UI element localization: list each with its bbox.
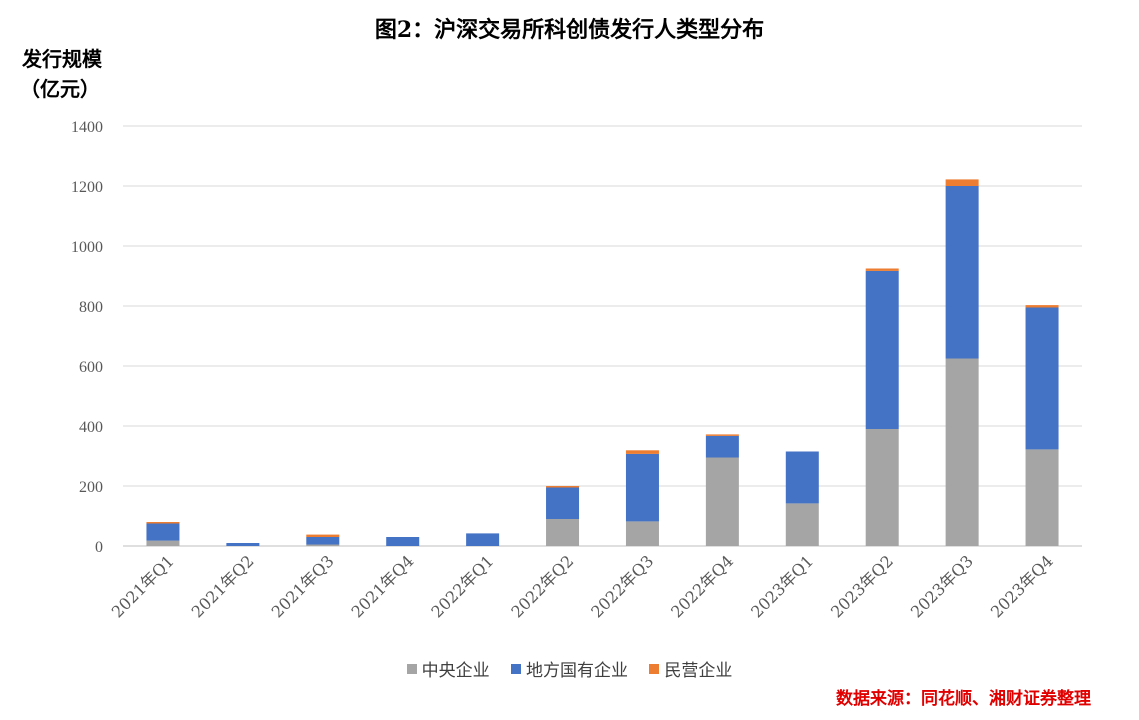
bar-segment-central-soe: [146, 540, 180, 546]
stacked-bar-chart: 0 200 400 600 800 1000 1200 1400 2021年Q1 2021年Q2…: [71, 119, 1082, 621]
bar-segment-private: [546, 486, 580, 488]
x-tick-label: 2023年Q3: [907, 551, 977, 621]
bar-segment-local-soe: [546, 487, 580, 519]
y-tick-label: 0: [95, 539, 103, 556]
y-axis-ticks: 0 200 400 600 800 1000 1200 1400: [71, 119, 103, 556]
bar-segment-private: [1025, 305, 1059, 308]
bar-series: [146, 179, 1059, 546]
y-axis-label-unit: （亿元）: [20, 77, 100, 101]
y-tick-label: 400: [79, 419, 103, 436]
bar-segment-private: [945, 179, 979, 186]
legend-label: 地方国有企业: [526, 661, 628, 681]
y-tick-label: 600: [79, 359, 103, 376]
x-tick-label: 2022年Q1: [427, 551, 497, 621]
bar-segment-central-soe: [546, 519, 580, 546]
bar-segment-local-soe: [945, 186, 979, 359]
bar-segment-central-soe: [945, 358, 979, 546]
bar-segment-central-soe: [625, 521, 659, 546]
chart-title: 图2：沪深交易所科创债发行人类型分布: [374, 17, 765, 43]
y-tick-label: 800: [79, 299, 103, 316]
y-tick-label: 200: [79, 479, 103, 496]
bar-segment-central-soe: [306, 544, 340, 546]
bar-segment-central-soe: [785, 503, 819, 546]
y-axis-label-line1: 发行规模: [22, 47, 102, 71]
bar-segment-central-soe: [705, 457, 739, 546]
legend-item-local-soe: 地方国有企业: [511, 656, 628, 681]
legend-item-central-soe: 中央企业: [406, 656, 490, 681]
bar-segment-local-soe: [785, 451, 819, 504]
data-source-note: 数据来源：同花顺、湘财证券整理: [836, 689, 1091, 709]
legend-swatch: [511, 663, 521, 674]
x-tick-label: 2022年Q4: [667, 551, 737, 621]
legend-label: 民营企业: [664, 661, 733, 681]
bar-segment-central-soe: [865, 429, 899, 546]
x-tick-label: 2023年Q1: [747, 551, 817, 621]
bar-segment-central-soe: [1025, 449, 1059, 546]
y-tick-label: 1400: [71, 119, 103, 136]
x-tick-label: 2021年Q2: [188, 551, 258, 621]
bar-segment-local-soe: [705, 435, 739, 458]
x-tick-label: 2022年Q3: [587, 551, 657, 621]
bar-segment-local-soe: [226, 543, 260, 546]
x-tick-label: 2021年Q4: [348, 551, 418, 621]
bar-segment-local-soe: [625, 453, 659, 522]
bar-segment-private: [625, 450, 659, 454]
y-tick-label: 1000: [71, 239, 103, 256]
gridlines: [123, 125, 1082, 547]
x-tick-label: 2021年Q1: [108, 551, 178, 621]
x-tick-label: 2023年Q2: [827, 551, 897, 621]
bar-segment-local-soe: [306, 537, 340, 545]
x-axis-ticks: 2021年Q1 2021年Q2 2021年Q3 2021年Q4 2022年Q1 2022年…: [108, 551, 1057, 621]
bar-segment-private: [705, 434, 739, 436]
x-tick-label: 2022年Q2: [507, 551, 577, 621]
bar-segment-private: [306, 534, 340, 537]
bar-segment-local-soe: [1025, 307, 1059, 450]
legend-label: 中央企业: [421, 661, 490, 681]
x-tick-label: 2021年Q3: [268, 551, 338, 621]
bar-segment-private: [146, 522, 180, 524]
legend: 中央企业 地方国有企业 民营企业: [0, 656, 1139, 681]
y-axis-label: 发行规模 （亿元）: [20, 44, 102, 104]
bar-segment-local-soe: [146, 523, 180, 541]
x-tick-label: 2023年Q4: [987, 551, 1057, 621]
bar-segment-private: [865, 268, 899, 271]
legend-swatch: [649, 663, 660, 674]
bar-segment-local-soe: [865, 270, 899, 429]
bar-segment-local-soe: [466, 533, 500, 546]
legend-item-private: 民营企业: [649, 656, 732, 681]
y-tick-label: 1200: [71, 179, 103, 196]
bar-segment-local-soe: [386, 537, 420, 546]
legend-swatch: [406, 663, 417, 674]
